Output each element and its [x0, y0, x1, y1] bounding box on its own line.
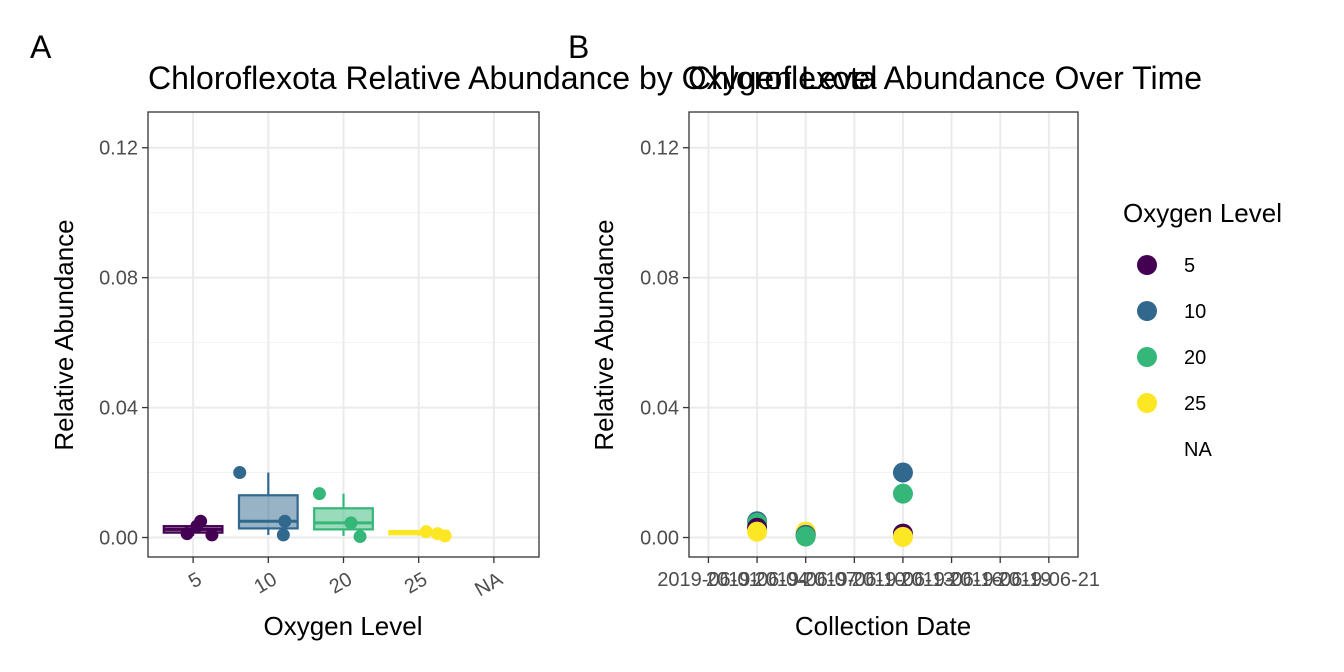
- legend-item-5: 5: [1137, 255, 1195, 277]
- x-tick-label: 2019-06-04: [706, 569, 808, 591]
- data-point: [312, 487, 326, 501]
- panel-b-gridlines: [689, 112, 1078, 557]
- x-tick-label: 2019-06-21: [998, 569, 1100, 591]
- panel-b-tag: B: [568, 29, 589, 65]
- legend-item-20: 20: [1137, 347, 1206, 369]
- panel-a-x-axis-title: Oxygen Level: [264, 611, 423, 641]
- data-point: [430, 527, 444, 541]
- box-body: [313, 507, 374, 531]
- data-point: [344, 516, 358, 530]
- data-point: [180, 527, 194, 541]
- panel-a-title: Chloroflexota Relative Abundance by Oxyg…: [148, 60, 877, 96]
- legend-title: Oxygen Level: [1123, 198, 1282, 228]
- data-point: [892, 462, 913, 483]
- y-tick-label: 0.12: [99, 138, 138, 160]
- legend-label: 20: [1184, 347, 1206, 369]
- data-point: [205, 528, 219, 542]
- panel-b-title: Chloroflexota Abundance Over Time: [688, 60, 1202, 96]
- panel-b-border: [688, 111, 1079, 558]
- panel-a-tag: A: [30, 29, 52, 65]
- legend-key: [1137, 347, 1157, 367]
- panel-a-y-axis-title: Relative Abundance: [49, 219, 79, 450]
- data-point: [419, 525, 433, 539]
- y-tick-label: 0.00: [640, 528, 679, 550]
- panel-a-points: [180, 466, 452, 544]
- panel-b-points: [747, 462, 913, 547]
- x-tick-label: 2019-06-16: [900, 569, 1002, 591]
- data-point: [892, 526, 913, 547]
- panel-b-y-axis-title: Relative Abundance: [589, 219, 619, 450]
- legend-label: 5: [1184, 255, 1195, 277]
- y-tick-label: 0.12: [640, 138, 679, 160]
- legend-item-na: NA: [1184, 439, 1212, 461]
- data-point: [892, 483, 913, 504]
- x-tick-label: 2019-06-13: [852, 569, 954, 591]
- data-point: [795, 526, 816, 547]
- data-point: [747, 521, 768, 542]
- y-tick-label: 0.00: [99, 528, 138, 550]
- panel-a-y-ticks: 0.00 0.04 0.08 0.12: [99, 138, 148, 550]
- data-point: [276, 528, 290, 542]
- panel-b-x-ticks: 2019-06-012019-06-042019-06-072019-06-10…: [657, 557, 1100, 591]
- box-20: [313, 493, 374, 536]
- y-tick-label: 0.04: [99, 398, 138, 420]
- legend-key: [1137, 393, 1157, 413]
- y-tick-label: 0.08: [640, 268, 679, 290]
- legend-key: [1137, 255, 1157, 275]
- legend-item-10: 10: [1137, 301, 1206, 323]
- legend: Oxygen Level 5 10 20 25 NA: [1123, 198, 1282, 461]
- legend-label: 10: [1184, 301, 1206, 323]
- x-tick-label: 2019-06-07: [755, 569, 857, 591]
- data-point: [190, 519, 204, 533]
- legend-label: 25: [1184, 393, 1206, 415]
- legend-label: NA: [1184, 439, 1212, 461]
- data-point: [233, 466, 247, 480]
- legend-key: [1137, 301, 1157, 321]
- x-tick-label: 2019-06-01: [657, 569, 759, 591]
- data-point: [353, 530, 367, 544]
- x-tick-label: 2019-06-10: [803, 569, 905, 591]
- panel-b: B Chloroflexota Abundance Over Time 0.00…: [568, 29, 1202, 641]
- y-tick-label: 0.04: [640, 398, 679, 420]
- legend-item-25: 25: [1137, 393, 1206, 415]
- panel-b-x-axis-title: Collection Date: [795, 611, 971, 641]
- panel-b-y-ticks: 0.00 0.04 0.08 0.12: [640, 138, 689, 550]
- y-tick-label: 0.08: [99, 268, 138, 290]
- x-tick-label: 2019-06-19: [949, 569, 1051, 591]
- panel-b-plot-area: [689, 112, 1078, 557]
- panel-a: A Chloroflexota Relative Abundance by Ox…: [30, 29, 877, 641]
- legend-items: 5 10 20 25 NA: [1137, 255, 1212, 461]
- data-point: [278, 514, 292, 528]
